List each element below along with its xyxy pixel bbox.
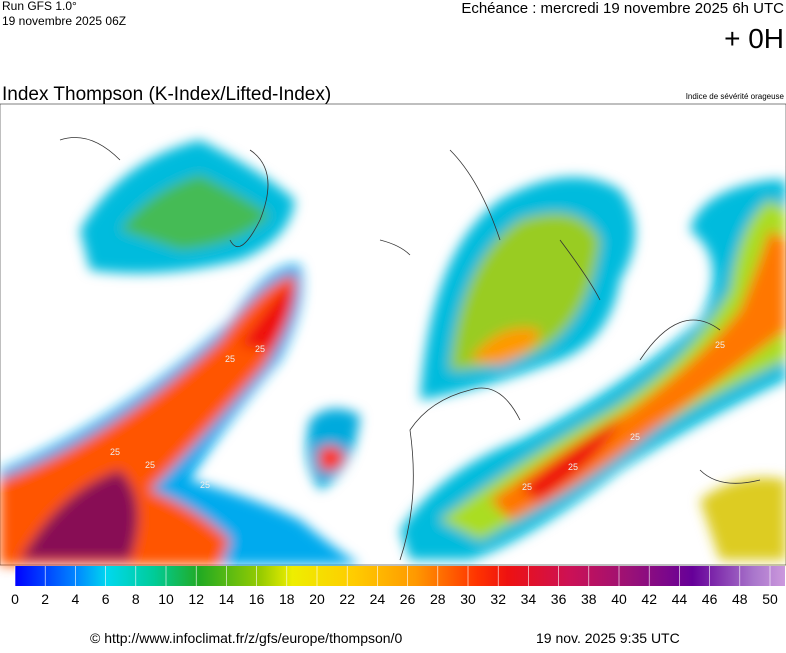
contour-label: 25 [568, 462, 578, 472]
tick-label: 24 [370, 591, 386, 607]
contour-label: 25 [110, 447, 120, 457]
tick-label: 4 [72, 591, 80, 607]
tick-label: 22 [339, 591, 355, 607]
tick-label: 16 [249, 591, 265, 607]
tick-label: 38 [581, 591, 597, 607]
tick-label: 36 [551, 591, 567, 607]
map: 25 25 25 25 25 25 25 25 25 [0, 103, 786, 566]
contour-label: 25 [225, 354, 235, 364]
generated: 19 nov. 2025 9:35 UTC [536, 630, 680, 646]
forecast: Echéance : mercredi 19 novembre 2025 6h … [461, 0, 784, 17]
tick-label: 48 [732, 591, 748, 607]
color-scale [15, 566, 785, 586]
tick-label: 6 [102, 591, 110, 607]
tick-label: 12 [188, 591, 204, 607]
contour-label: 25 [522, 482, 532, 492]
contour-label: 25 [200, 480, 210, 490]
subtitle: Indice de sévérité orageuse [686, 92, 785, 101]
tick-label: 2 [41, 591, 49, 607]
title: Index Thompson (K-Index/Lifted-Index) [2, 84, 331, 105]
tick-label: 34 [521, 591, 537, 607]
tick-label: 28 [430, 591, 446, 607]
tick-label: 10 [158, 591, 174, 607]
tick-label: 44 [672, 591, 688, 607]
tick-label: 18 [279, 591, 295, 607]
contour-label: 25 [255, 344, 265, 354]
lead-time: + 0H [724, 23, 784, 54]
run: Run GFS 1.0° [2, 0, 77, 13]
tick-label: 20 [309, 591, 325, 607]
tick-label: 8 [132, 591, 140, 607]
source: © http://www.infoclimat.fr/z/gfs/europe/… [90, 630, 402, 646]
tick-label: 42 [641, 591, 657, 607]
tick-label: 40 [611, 591, 627, 607]
legend-ticks: 0 2 4 6 8 10 12 14 16 18 20 22 24 26 28 30 32 34 36 38 40 42 4… [11, 566, 778, 607]
contour-label: 25 [715, 340, 725, 350]
run-date: 19 novembre 2025 06Z [2, 14, 126, 28]
contour-label: 25 [630, 432, 640, 442]
tick-label: 0 [11, 591, 19, 607]
tick-label: 46 [702, 591, 718, 607]
tick-label: 26 [400, 591, 416, 607]
tick-label: 14 [219, 591, 235, 607]
tick-label: 30 [460, 591, 476, 607]
tick-label: 32 [490, 591, 506, 607]
tick-label: 50 [762, 591, 778, 607]
contour-label: 25 [145, 460, 155, 470]
